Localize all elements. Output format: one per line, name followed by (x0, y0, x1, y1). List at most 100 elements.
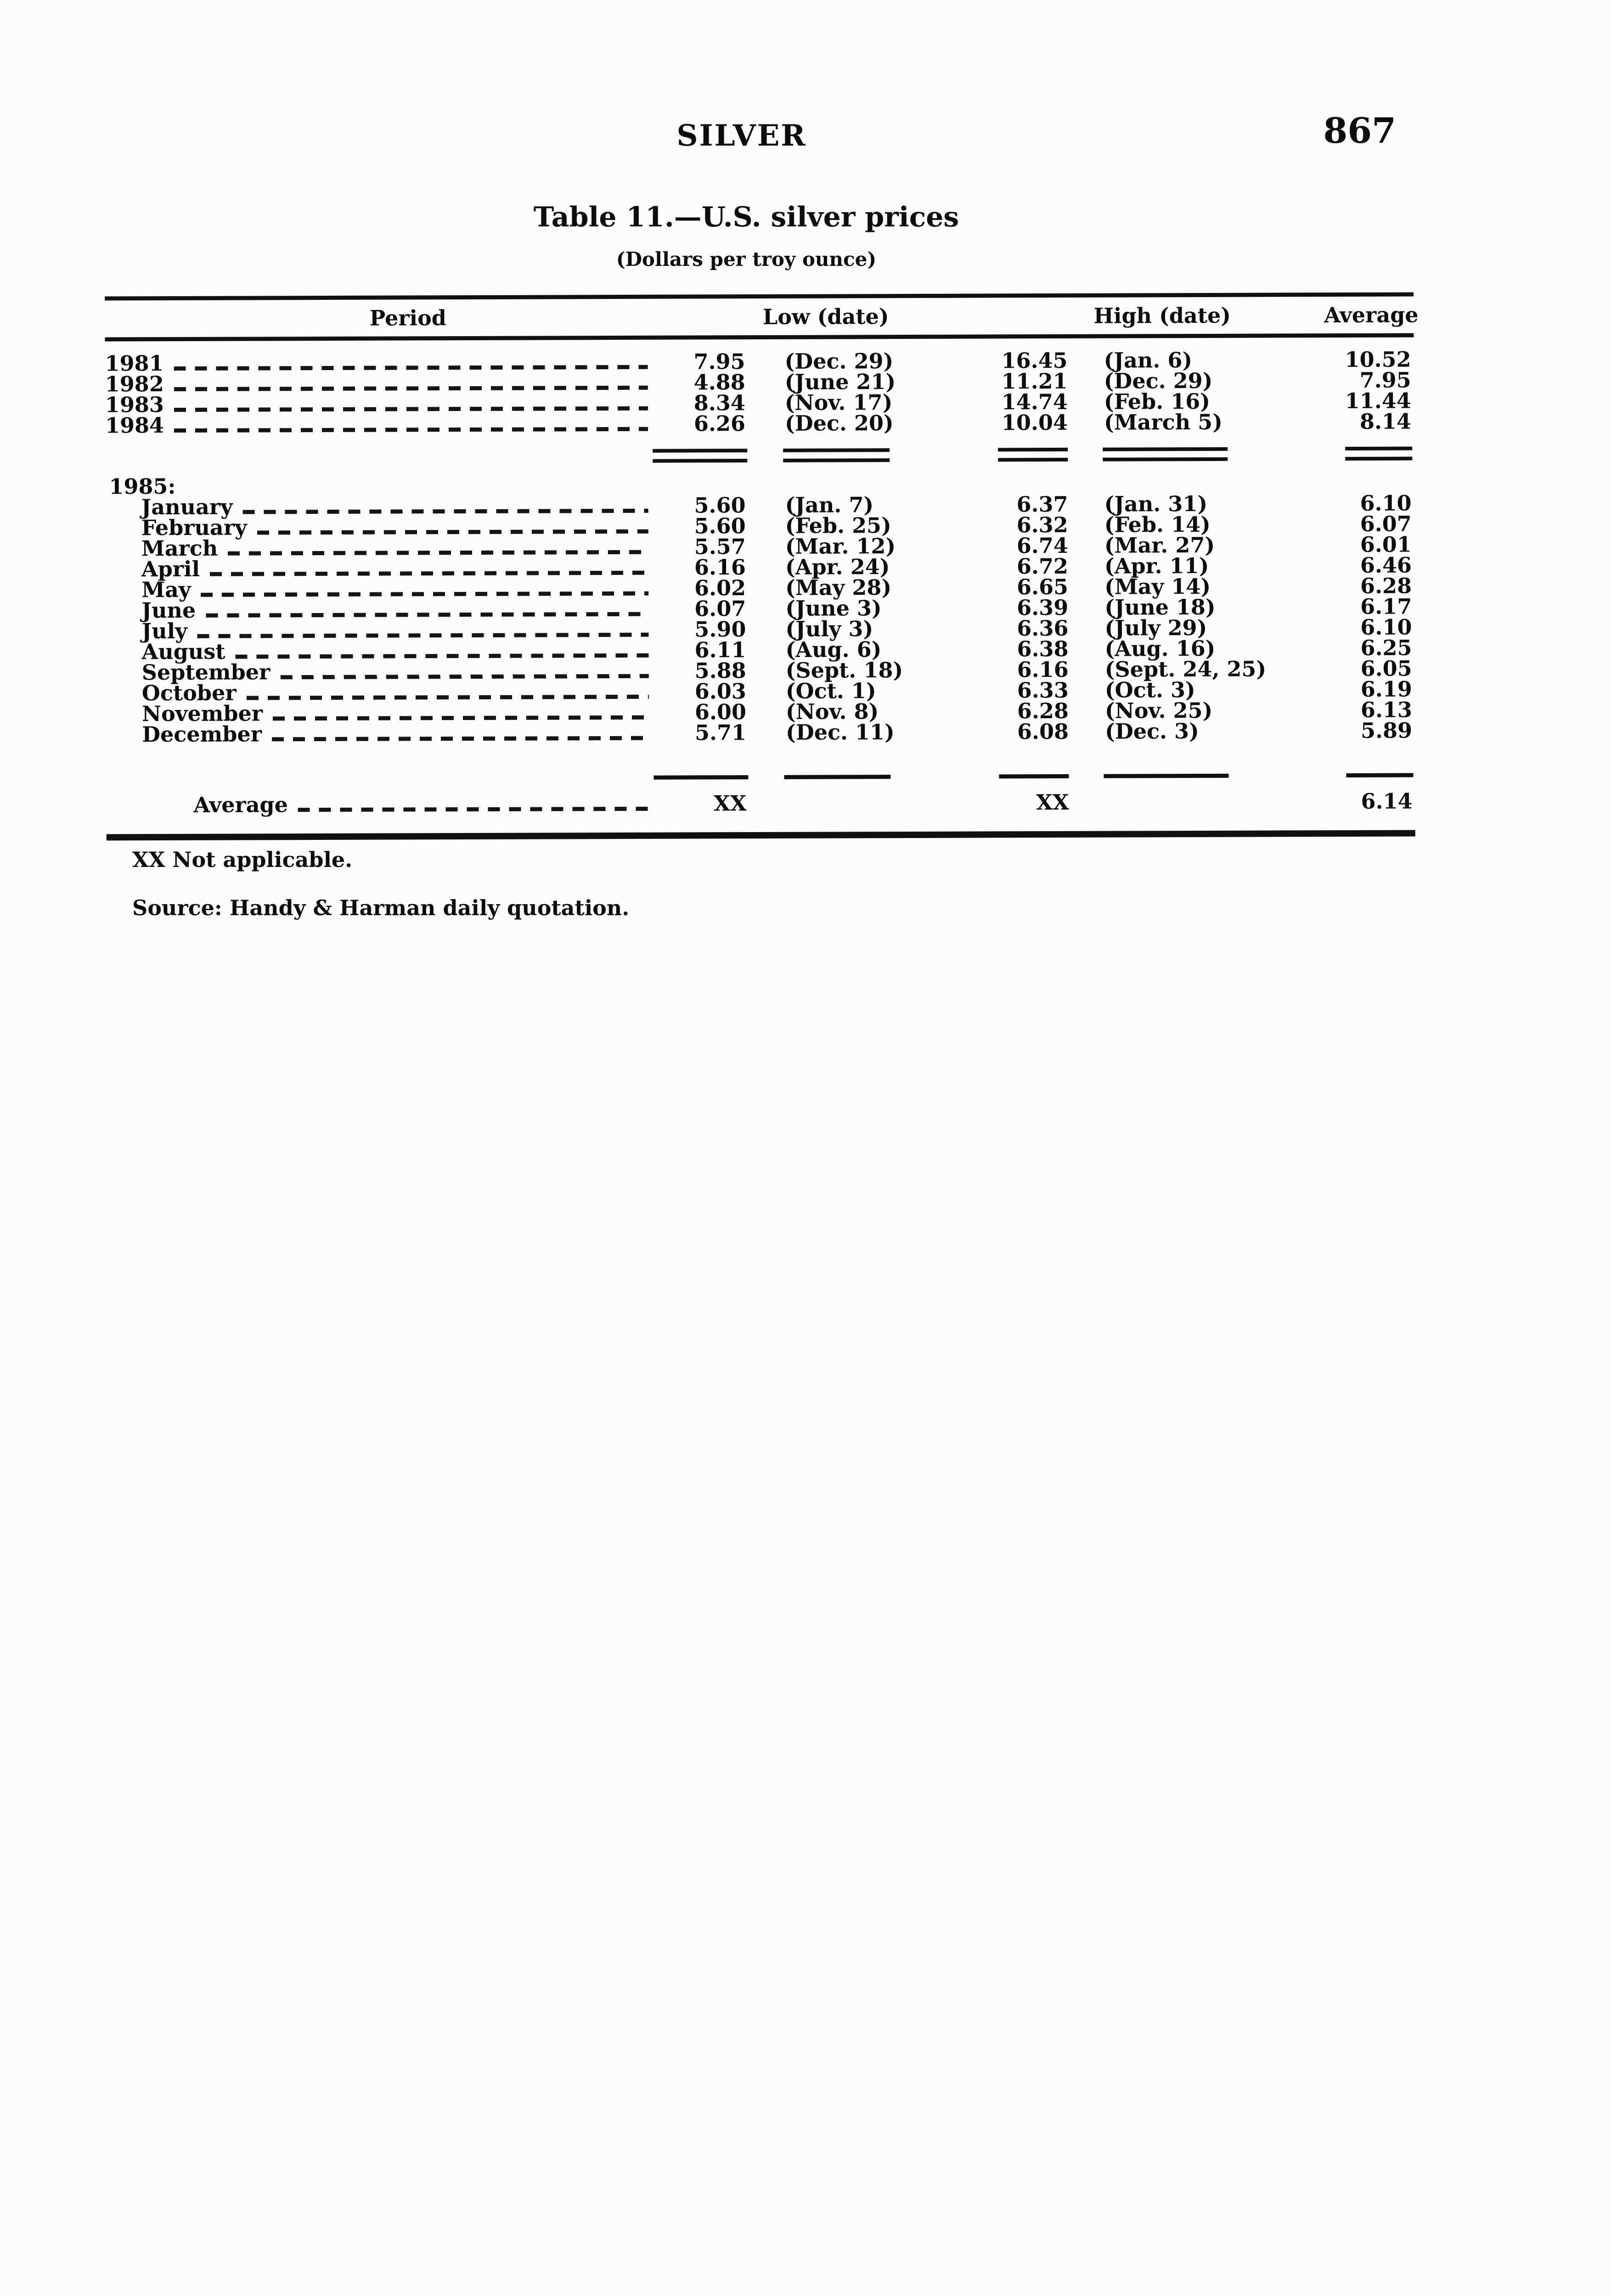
high-value: XX (1036, 789, 1069, 815)
period-cell: July (106, 618, 652, 644)
high-date: (March 5) (1104, 409, 1223, 435)
high-date: (Feb. 14) (1104, 512, 1211, 537)
average-value: 6.28 (1360, 573, 1412, 598)
high-value: 6.33 (1017, 677, 1069, 703)
high-date (1105, 791, 1326, 813)
period-cell: 1983 (105, 392, 652, 417)
period-cell: October (106, 681, 653, 705)
rule-segment (999, 774, 1069, 779)
table-subtitle: (Dollars per troy ounce) (616, 248, 877, 270)
table-title: Table 11.—U.S. silver prices (533, 201, 959, 233)
low-value: 6.03 (694, 679, 746, 704)
rule-segment (1345, 446, 1413, 461)
low-date: (Aug. 6) (785, 637, 882, 662)
low-value: 5.60 (694, 493, 746, 518)
average-value: 6.10 (1360, 614, 1412, 640)
low-date (786, 792, 1002, 813)
period-label: December (142, 721, 262, 747)
period-cell: December (106, 721, 653, 747)
period-label: 1981 (105, 351, 164, 376)
footnote-source: Source: Handy & Harman daily quotation. (132, 895, 630, 920)
low-date: (Dec. 11) (786, 720, 895, 745)
low-value: 7.95 (693, 349, 745, 374)
leader-dashes (174, 427, 648, 433)
low-date: (Nov. 17) (784, 390, 893, 415)
average-value: 7.95 (1359, 367, 1411, 393)
page-number: 867 (1323, 110, 1396, 151)
average-value: 6.10 (1360, 490, 1412, 516)
low-date: (June 21) (784, 369, 896, 394)
high-date: (May 14) (1104, 574, 1211, 599)
rule-segment (783, 448, 890, 462)
low-value: 5.60 (694, 513, 746, 539)
column-header-average: Average (1324, 302, 1419, 328)
high-value: 6.72 (1016, 553, 1069, 579)
leader-dashes (174, 385, 648, 392)
leader-dashes (228, 550, 648, 556)
period-label: January (141, 494, 233, 520)
average-value: 6.13 (1360, 697, 1413, 722)
period-label: May (141, 577, 191, 602)
leader-dashes (235, 653, 649, 659)
leader-dashes (280, 674, 649, 680)
high-value: 6.16 (1017, 657, 1069, 682)
low-value: 6.00 (694, 699, 747, 725)
average-value: 6.05 (1360, 656, 1412, 681)
leader-dashes (174, 365, 648, 371)
rule-segment (1104, 773, 1229, 778)
leader-dashes (246, 694, 649, 700)
period-label: July (141, 618, 187, 644)
low-date: (Mar. 12) (785, 534, 896, 559)
low-date: (Sept. 18) (785, 658, 903, 683)
high-date: (Oct. 3) (1104, 677, 1195, 703)
low-value: 6.11 (694, 637, 746, 663)
low-value: 5.90 (694, 617, 746, 642)
column-header-low: Low (date) (762, 304, 889, 329)
period-label: June (141, 597, 196, 623)
table-row-average: Average XX XX 6.14 (107, 789, 1415, 817)
table-row-year: 1984 6.26 (Dec. 20) 10.04 (March 5) 8.14 (105, 409, 1414, 438)
low-value: 6.02 (694, 575, 746, 601)
high-value: 6.36 (1017, 615, 1069, 641)
period-cell: September (106, 659, 653, 685)
leader-dashes (174, 406, 648, 412)
period-cell: March (106, 536, 652, 561)
silver-prices-table: Period Low (date) High (date) Average 19… (105, 292, 1419, 841)
average-value: 5.89 (1360, 718, 1413, 743)
high-date: (Dec. 29) (1104, 368, 1213, 394)
period-cell: Average (107, 792, 653, 817)
column-header-high: High (date) (1093, 303, 1231, 328)
high-date: (Mar. 27) (1104, 532, 1215, 558)
period-label: November (141, 701, 263, 726)
rule-segment (653, 449, 748, 463)
low-value: 5.57 (694, 534, 746, 559)
rule-segment (998, 447, 1068, 462)
period-label: 1982 (105, 371, 164, 397)
low-date: (Dec. 29) (784, 349, 894, 374)
leader-dashes (273, 715, 649, 721)
low-date: (Oct. 1) (785, 678, 876, 703)
high-date: (Aug. 16) (1104, 636, 1216, 661)
high-value: 11.21 (1001, 368, 1068, 394)
period-cell: June (106, 597, 652, 623)
period-label: February (141, 515, 247, 540)
leader-dashes (197, 632, 649, 638)
period-label: Average (193, 792, 288, 817)
period-label: August (141, 639, 225, 664)
period-cell: 1982 (105, 371, 652, 397)
period-label: 1983 (105, 392, 164, 417)
low-value: 5.88 (694, 658, 746, 683)
high-value: 6.65 (1017, 574, 1069, 600)
month-rows-section: January 5.60 (Jan. 7) 6.37 (Jan. 31) 6.1… (106, 490, 1415, 747)
low-date: (Dec. 20) (784, 411, 894, 436)
high-value: 6.38 (1017, 636, 1069, 662)
low-value: XX (714, 791, 747, 816)
average-value: 11.44 (1345, 388, 1411, 413)
low-date: (Feb. 25) (785, 513, 891, 538)
leader-dashes (201, 591, 649, 597)
year-section-double-rule (105, 443, 1414, 477)
low-date: (Nov. 8) (785, 699, 879, 724)
table-row-month: December 5.71 (Dec. 11) 6.08 (Dec. 3) 5.… (106, 718, 1415, 747)
high-date: (July 29) (1104, 615, 1207, 641)
